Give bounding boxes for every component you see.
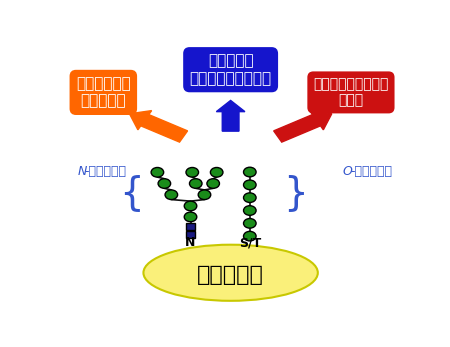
Text: N: N — [77, 165, 86, 178]
Text: タンパク質: タンパク質 — [197, 265, 264, 285]
Bar — [186, 223, 195, 230]
Circle shape — [207, 179, 220, 188]
Text: -結合型糖鎖: -結合型糖鎖 — [350, 165, 392, 178]
Text: }: } — [283, 174, 307, 212]
FancyArrow shape — [274, 111, 332, 142]
Text: -結合型糖鎖: -結合型糖鎖 — [85, 165, 127, 178]
Text: N: N — [185, 236, 196, 249]
Circle shape — [186, 168, 198, 177]
Circle shape — [243, 206, 256, 215]
Circle shape — [243, 193, 256, 203]
Circle shape — [243, 167, 256, 177]
Circle shape — [243, 180, 256, 190]
Text: S/T: S/T — [238, 236, 261, 249]
Text: タンパク質の
安定性向上: タンパク質の 安定性向上 — [76, 76, 130, 109]
Text: 細胞表面で
アンテナとして機能: 細胞表面で アンテナとして機能 — [189, 53, 272, 86]
Text: {: { — [119, 174, 144, 212]
Circle shape — [158, 179, 171, 188]
Circle shape — [184, 212, 197, 222]
Circle shape — [189, 179, 202, 188]
FancyArrow shape — [216, 100, 245, 131]
Circle shape — [211, 168, 223, 177]
FancyArrow shape — [130, 111, 188, 142]
Circle shape — [184, 201, 197, 211]
Circle shape — [165, 190, 178, 200]
Circle shape — [151, 168, 164, 177]
Text: タンパク質の輸送先
を指定: タンパク質の輸送先 を指定 — [313, 77, 389, 108]
Ellipse shape — [144, 245, 318, 301]
Circle shape — [243, 231, 256, 241]
Circle shape — [198, 190, 211, 200]
Circle shape — [243, 219, 256, 228]
Bar — [186, 231, 195, 238]
Text: O: O — [342, 165, 352, 178]
